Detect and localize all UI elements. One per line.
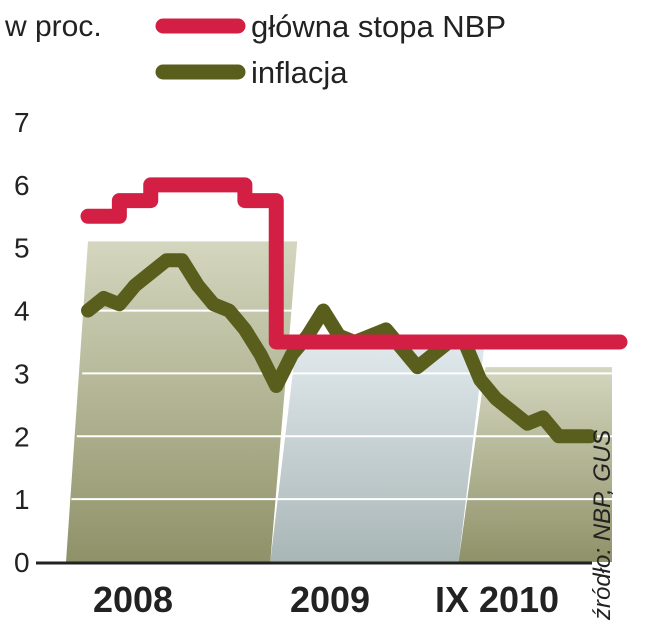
source-note: źródło: NBP, GUS xyxy=(589,430,616,621)
y-tick-label: 6 xyxy=(14,170,30,201)
x-tick-label: 2009 xyxy=(290,579,370,620)
x-tick-label: IX 2010 xyxy=(435,579,559,620)
y-tick-label: 2 xyxy=(14,421,30,452)
y-axis-ticks: 0 1 2 3 4 5 6 7 xyxy=(14,107,30,578)
y-tick-label: 1 xyxy=(14,484,30,515)
band-2008 xyxy=(66,241,298,562)
series-lines xyxy=(80,177,628,444)
y-tick-label: 3 xyxy=(14,358,30,389)
x-axis-ticks: 2008 2009 IX 2010 xyxy=(93,579,559,620)
legend-label-rate: główna stopa NBP xyxy=(251,9,506,44)
grid-lines xyxy=(71,309,612,501)
unit-label: w proc. xyxy=(4,10,102,43)
y-tick-label: 7 xyxy=(14,107,30,138)
y-tick-label: 5 xyxy=(14,233,30,264)
y-tick-label: 0 xyxy=(14,547,30,578)
legend-label-inflation: inflacja xyxy=(251,55,348,90)
plot-background xyxy=(66,241,612,562)
band-2010 xyxy=(458,367,612,562)
series-line-rate xyxy=(80,177,628,350)
y-tick-label: 4 xyxy=(14,296,30,327)
x-tick-label: 2008 xyxy=(93,579,173,620)
legend: główna stopa NBP inflacja xyxy=(155,9,506,90)
band-2009 xyxy=(270,335,486,562)
